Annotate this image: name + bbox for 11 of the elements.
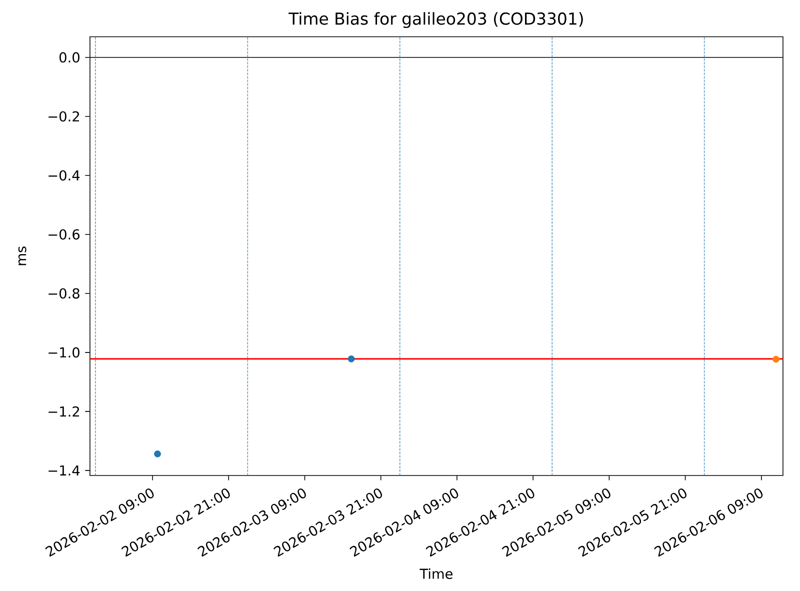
y-tick-label: −0.6 xyxy=(48,229,80,240)
chart-title: Time Bias for galileo203 (COD3301) xyxy=(288,12,583,28)
y-axis-title: ms xyxy=(18,246,26,266)
y-tick-label: −1.2 xyxy=(48,406,79,417)
y-tick-label: −1.0 xyxy=(48,347,80,358)
y-tick-label: −1.4 xyxy=(48,466,80,476)
y-tick-label: −0.8 xyxy=(48,288,80,299)
y-tick-label: −0.2 xyxy=(48,111,79,122)
y-tick-label: −0.4 xyxy=(48,170,80,181)
x-axis-title: Time xyxy=(420,568,452,580)
y-tick-label: 0.0 xyxy=(60,52,80,63)
